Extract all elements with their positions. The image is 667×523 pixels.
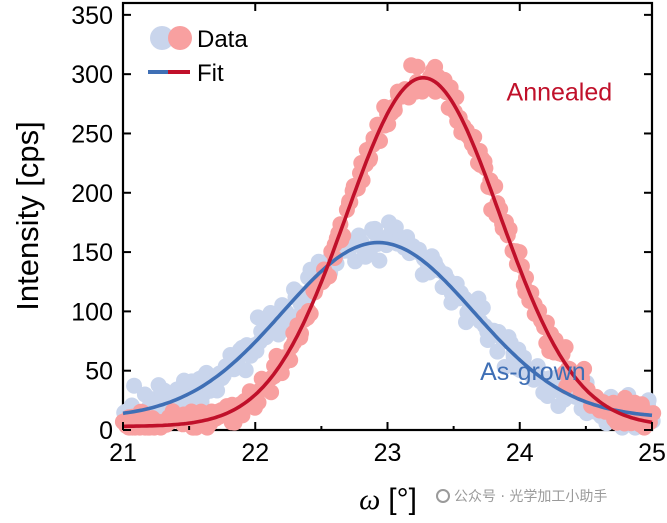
y-tick-label: 200 <box>71 180 113 208</box>
legend-data-marker-asgrown <box>150 26 174 50</box>
y-tick-label: 300 <box>71 61 113 89</box>
annotation-annealed: Annealed <box>507 78 613 106</box>
data-point-annealed <box>263 384 280 401</box>
y-tick-label: 250 <box>71 120 113 148</box>
legend: Data Fit <box>148 26 248 87</box>
data-point-asgrown <box>371 252 388 269</box>
data-point-annealed <box>409 58 426 75</box>
x-tick-label: 24 <box>506 439 534 467</box>
y-tick-label: 100 <box>71 298 113 326</box>
data-point-annealed <box>250 394 267 411</box>
data-point-annealed <box>576 360 593 377</box>
wechat-icon <box>436 489 450 503</box>
legend-fit-label: Fit <box>197 60 224 87</box>
fit-line-asgrown <box>122 240 653 418</box>
data-point-annealed <box>557 339 574 356</box>
x-axis-symbol: ω <box>359 483 380 516</box>
x-tick-label: 25 <box>638 439 666 467</box>
x-tick-label: 21 <box>109 439 137 467</box>
fit-line-annealed <box>123 76 653 429</box>
fit-layer <box>122 76 653 429</box>
y-tick-label: 150 <box>71 239 113 267</box>
y-tick-label: 350 <box>71 2 113 30</box>
data-point-asgrown <box>126 377 143 394</box>
x-axis-unit: [°] <box>388 483 417 516</box>
data-point-asgrown <box>387 219 404 236</box>
y-tick-label: 0 <box>99 417 113 445</box>
watermark: 公众号 · 光学加工小助手 <box>436 486 607 506</box>
data-point-annealed <box>645 405 662 422</box>
x-tick-label: 22 <box>241 439 269 467</box>
data-point-asgrown <box>474 299 491 316</box>
data-point-asgrown <box>209 382 226 399</box>
y-axis-title: Intensity [cps] <box>10 121 45 311</box>
legend-data-marker-annealed <box>168 26 192 50</box>
y-tick-label: 50 <box>85 358 113 386</box>
x-axis-title: ω [°] <box>359 483 417 516</box>
x-tick-label: 23 <box>374 439 402 467</box>
annotation-as-grown: As-grown <box>480 358 586 386</box>
legend-data-label: Data <box>197 26 248 53</box>
watermark-text: 公众号 · 光学加工小助手 <box>454 489 608 505</box>
data-point-asgrown <box>237 362 254 379</box>
